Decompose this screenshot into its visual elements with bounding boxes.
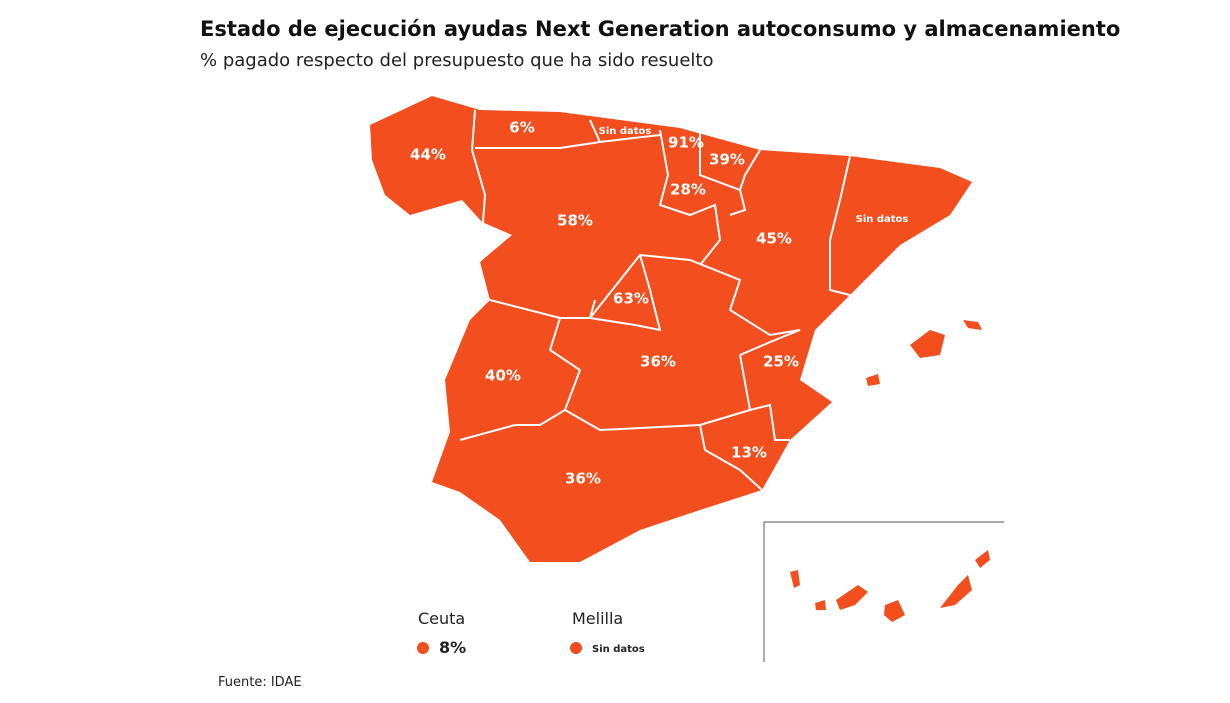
melilla-dot xyxy=(570,642,582,654)
ceuta-dot xyxy=(417,642,429,654)
region-label: 40% xyxy=(485,367,521,385)
region-label: 58% xyxy=(557,212,593,230)
region-label: 36% xyxy=(640,353,676,371)
source: Fuente: IDAE xyxy=(218,675,302,690)
region-label: 63% xyxy=(613,290,649,308)
melilla-name: Melilla xyxy=(572,609,623,628)
ceuta-name: Ceuta xyxy=(418,609,465,628)
subtitle: % pagado respecto del presupuesto que ha… xyxy=(200,50,713,71)
ceuta-label: 8% xyxy=(439,638,466,657)
region-label: 6% xyxy=(509,119,534,137)
region-label: 13% xyxy=(731,444,767,462)
region-label: 26% xyxy=(894,567,930,585)
mainland xyxy=(370,96,972,562)
title: Estado de ejecución ayudas Next Generati… xyxy=(200,17,1120,41)
region-label: 39% xyxy=(709,151,745,169)
borders xyxy=(459,109,851,491)
balearic-islands xyxy=(866,320,982,386)
region-label: 45% xyxy=(756,230,792,248)
melilla-label: Sin datos xyxy=(592,644,645,655)
region-label: Sin datos xyxy=(856,214,909,225)
region-label: 44% xyxy=(410,146,446,164)
region-label: Sin datos xyxy=(599,126,652,137)
region-label: 36% xyxy=(565,470,601,488)
region-label: 91% xyxy=(668,134,704,152)
canary-inset xyxy=(763,521,1004,662)
region-label: Sin datos xyxy=(902,396,955,407)
spain-shape xyxy=(370,96,972,562)
region-label: 28% xyxy=(670,181,706,199)
region-label: 25% xyxy=(763,353,799,371)
